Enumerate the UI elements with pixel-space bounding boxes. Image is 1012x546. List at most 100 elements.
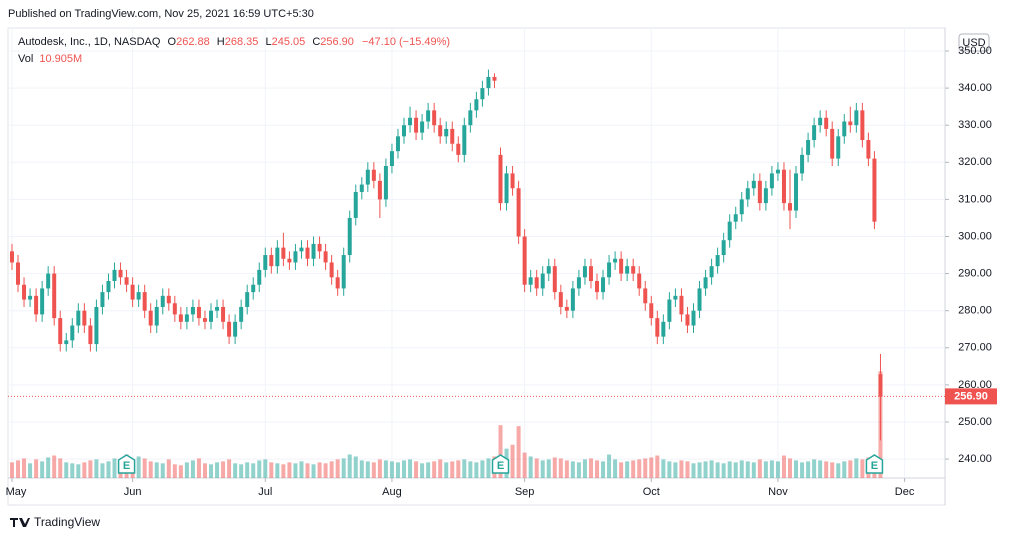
candle-body	[58, 318, 63, 345]
candle-body	[172, 303, 177, 315]
candle-body	[878, 374, 883, 397]
volume-bar	[721, 463, 726, 478]
candle-body	[299, 247, 304, 252]
candle-body	[28, 295, 33, 300]
candle-body	[341, 255, 346, 289]
volume-bar	[715, 462, 720, 478]
candle-body	[402, 125, 407, 137]
legend-line: Autodesk, Inc., 1D, NASDAQ O262.88 H268.…	[18, 36, 450, 48]
candle-body	[76, 310, 81, 326]
x-tick-label: Sep	[515, 486, 535, 498]
volume-bar	[450, 461, 455, 478]
candle-body	[763, 188, 768, 204]
candle-body	[595, 281, 600, 293]
candle-body	[588, 266, 593, 282]
candle-body	[438, 125, 443, 137]
last-price-label: 256.90	[954, 390, 988, 402]
candle-body	[329, 262, 334, 278]
volume-bar	[552, 457, 557, 478]
volume-bar	[414, 461, 419, 478]
volume-bar	[595, 460, 600, 478]
candle-body	[88, 325, 93, 345]
volume-bar	[389, 461, 394, 478]
candle-body	[697, 288, 702, 311]
candle-body	[118, 269, 123, 278]
candle-body	[601, 277, 606, 293]
candle-body	[806, 140, 811, 155]
x-tick-label: Oct	[643, 486, 660, 498]
candle-body	[775, 169, 780, 174]
volume-legend: Vol 10.905M	[18, 53, 82, 65]
volume-bar	[824, 461, 829, 478]
volume-bar	[221, 461, 226, 478]
candle-body	[287, 258, 292, 263]
volume-bar	[781, 455, 786, 478]
brand-logo	[10, 518, 30, 527]
candle-body	[787, 203, 792, 211]
currency-box[interactable]	[958, 33, 990, 52]
y-tick-label: 350.00	[958, 45, 992, 57]
candle-body	[866, 140, 871, 159]
volume-bar	[570, 461, 575, 478]
candle-body	[812, 125, 817, 141]
candle-body	[691, 310, 696, 326]
volume-bar	[667, 461, 672, 478]
candle-body	[673, 295, 678, 300]
candle-body	[100, 292, 105, 307]
candle-body	[22, 284, 27, 300]
candle-body	[136, 292, 141, 300]
volume-bar	[184, 462, 189, 478]
volume-bar	[438, 459, 443, 478]
currency[interactable]: USD	[962, 37, 985, 49]
candle-body	[359, 184, 364, 192]
candle-body	[637, 273, 642, 289]
candle-body	[365, 169, 370, 185]
candle-body	[468, 110, 473, 126]
volume-bar	[233, 463, 238, 478]
publisher: Published on TradingView.com, Nov 25, 20…	[8, 8, 314, 20]
volume-name: Vol	[18, 53, 33, 65]
candle-body	[184, 314, 189, 322]
volume-bar	[40, 461, 45, 478]
volume-bar	[377, 459, 382, 478]
candle-body	[420, 121, 425, 133]
volume-bar	[546, 459, 551, 478]
candle-body	[655, 318, 660, 337]
candle-body	[486, 76, 491, 89]
volume-bar	[516, 426, 521, 478]
volume-bar	[383, 460, 388, 478]
volume-bar	[112, 458, 117, 478]
candle-body	[860, 110, 865, 141]
volume-bar	[534, 458, 539, 478]
candle-body	[558, 292, 563, 307]
volume-bar	[739, 460, 744, 478]
candle-body	[305, 247, 310, 259]
candle-body	[679, 295, 684, 315]
h-label: H	[217, 36, 225, 48]
x-tick-label: Nov	[768, 486, 788, 498]
volume-bar	[196, 458, 201, 478]
candle-body	[245, 292, 250, 307]
candle-body	[202, 318, 207, 322]
volume-bar	[486, 458, 491, 478]
volume-bar	[601, 461, 606, 478]
volume-bar	[751, 462, 756, 478]
candle-body	[34, 295, 39, 315]
candle-body	[854, 110, 859, 126]
o-label: O	[168, 36, 177, 48]
candle-body	[426, 110, 431, 122]
earnings-label: E	[123, 460, 130, 472]
candle-body	[269, 255, 274, 267]
close-value: 256.90	[320, 36, 354, 48]
candle-body	[408, 117, 413, 126]
volume-bar	[631, 460, 636, 478]
candle-body	[389, 151, 394, 167]
candle-body	[781, 169, 786, 204]
candle-body	[227, 321, 232, 337]
volume-bar	[643, 458, 648, 478]
volume-bar	[661, 459, 666, 478]
candle-body	[643, 288, 648, 304]
candle-body	[112, 269, 117, 282]
volume-bar	[474, 462, 479, 478]
